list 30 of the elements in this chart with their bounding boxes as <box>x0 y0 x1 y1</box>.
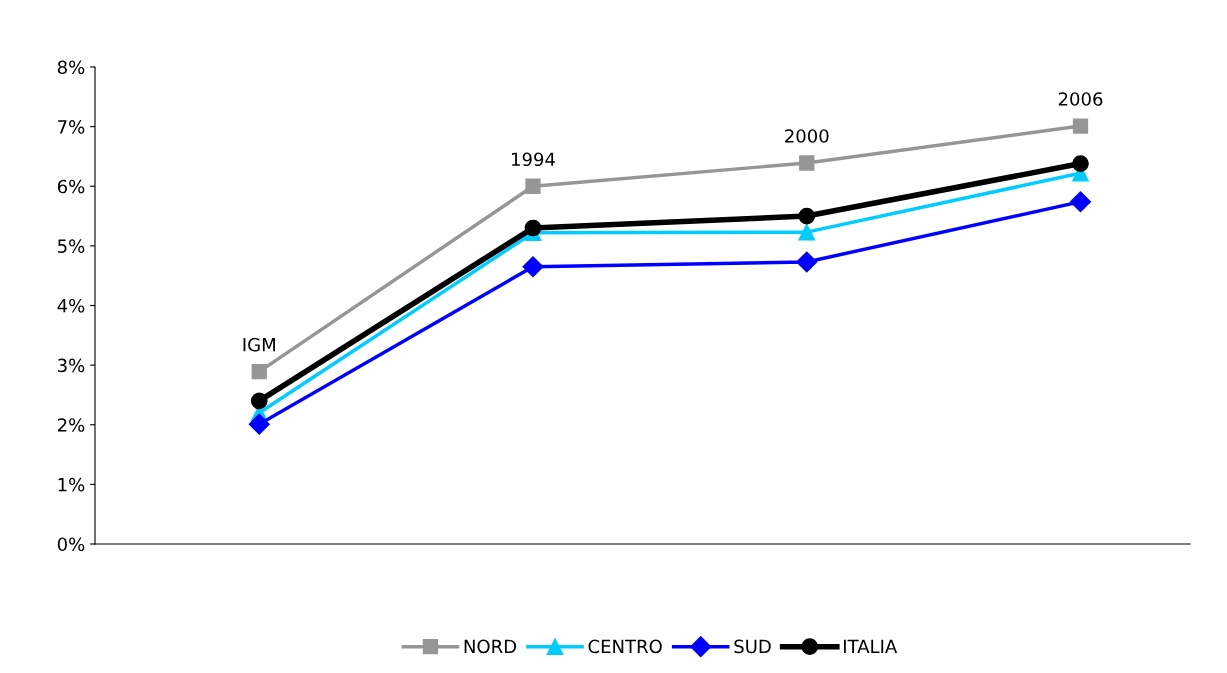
point <box>250 392 268 410</box>
point <box>799 155 815 171</box>
y-tick-label: 8% <box>57 60 85 75</box>
legend-label: ITALIA <box>844 639 898 653</box>
y-tick-label: 3% <box>58 358 85 373</box>
annotation: 1994 <box>512 152 555 167</box>
point <box>796 251 818 273</box>
y-tick-label: 1% <box>58 477 85 492</box>
annotation: IGM <box>243 337 275 352</box>
point <box>1072 155 1089 172</box>
annotation: 2000 <box>785 129 829 143</box>
annotation: 2006 <box>1058 92 1103 106</box>
y-tick-label: 4% <box>57 298 85 313</box>
y-tick-label: 6% <box>57 179 85 194</box>
y-tick-label: 5% <box>58 239 85 253</box>
point <box>798 223 816 241</box>
point <box>1069 191 1092 213</box>
point <box>1072 118 1089 134</box>
legend-label: SUD <box>734 639 771 654</box>
point <box>248 413 270 435</box>
point <box>798 207 816 225</box>
point <box>251 364 267 380</box>
y-tick-label: 2% <box>57 418 85 432</box>
y-tick-label: 0% <box>57 537 85 552</box>
point <box>524 219 542 237</box>
point <box>525 178 541 194</box>
point <box>522 256 544 278</box>
y-tick-label: 7% <box>58 120 85 134</box>
legend-label: NORD <box>464 639 517 654</box>
legend-label: CENTRO <box>588 639 662 654</box>
